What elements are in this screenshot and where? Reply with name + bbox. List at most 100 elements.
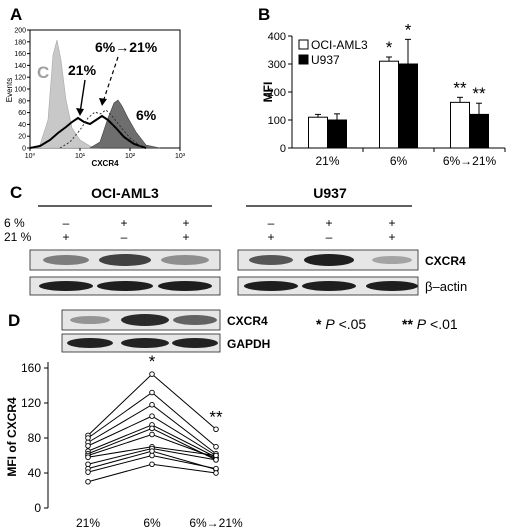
bar xyxy=(450,101,470,149)
oci-6-lane1: – xyxy=(63,216,70,230)
band-u937-3 xyxy=(372,256,412,264)
histogram-x-label: CXCR4 xyxy=(91,159,119,168)
band-u937-1 xyxy=(249,255,293,265)
blot-title-u937: U937 xyxy=(313,185,347,201)
legend-sig-one: * P <.05 xyxy=(316,316,366,332)
hist-y-tick-label: 200 xyxy=(14,28,26,35)
histogram-y-label: Events xyxy=(5,78,14,102)
data-point xyxy=(213,457,219,463)
bar-category-label: 21% xyxy=(315,154,339,168)
hist-x-tick-label: 10³ xyxy=(175,153,186,160)
data-point xyxy=(213,470,219,476)
data-point xyxy=(213,465,219,472)
line-y-tick-label: 40 xyxy=(28,466,42,480)
histogram-hypoxia xyxy=(88,99,161,149)
line-y-tick-label: 0 xyxy=(34,501,41,515)
row-label-21: 21 % xyxy=(4,230,32,244)
band-u937-2 xyxy=(304,254,354,266)
data-point xyxy=(85,435,91,441)
bar-category-label: 6%→21% xyxy=(443,154,497,168)
significance-marker: * xyxy=(405,20,412,39)
legend-label-oci: OCI-AML3 xyxy=(311,38,368,52)
blot-title-oci: OCI-AML3 xyxy=(91,185,159,201)
significance-legend: * P <.05 ** P <.01 xyxy=(316,316,458,332)
hist-y-tick-label: 20 xyxy=(18,134,26,141)
band-d-cxcr4-2 xyxy=(121,314,169,326)
label-hypoxia: 6% xyxy=(136,107,157,123)
significance-marker: ** xyxy=(209,407,223,426)
bar-legend: OCI-AML3 U937 xyxy=(298,38,368,67)
data-point xyxy=(213,452,219,459)
data-point xyxy=(149,448,155,454)
label-reoxygenated: 6%→21% xyxy=(95,39,158,55)
band-d-gapdh-3 xyxy=(172,338,218,348)
label-control: C xyxy=(37,63,49,82)
line-y-tick-label: 160 xyxy=(21,361,41,375)
hist-x-tick-label: 10⁰ xyxy=(25,152,36,160)
data-point xyxy=(149,402,155,408)
band-oci-3 xyxy=(161,255,209,265)
data-point xyxy=(85,443,91,449)
band-oci-1 xyxy=(43,255,89,265)
line-x-label: 21% xyxy=(76,516,100,530)
band-actin-oci-2 xyxy=(97,281,153,291)
data-point xyxy=(85,479,91,485)
band-actin-u937-3 xyxy=(366,281,418,291)
data-point xyxy=(213,444,219,450)
panel-a-letter: A xyxy=(10,5,22,24)
bar xyxy=(469,113,489,149)
bar-y-tick-label: 0 xyxy=(280,143,286,155)
hist-y-tick-label: 0 xyxy=(22,146,26,153)
histogram-control xyxy=(29,39,101,149)
label-normoxia: 21% xyxy=(68,62,97,78)
histogram-normoxia xyxy=(29,114,147,149)
data-point xyxy=(149,431,155,438)
bar-y-tick-label: 200 xyxy=(268,87,286,99)
histogram-y-ticks: 0 20 40 60 80 100 120 140 160 180 200 xyxy=(14,28,30,153)
data-point xyxy=(85,461,91,468)
data-point xyxy=(85,469,91,475)
u937-6-lane1: – xyxy=(268,216,275,230)
hist-y-tick-label: 60 xyxy=(18,110,26,117)
row-label-6: 6 % xyxy=(4,216,25,230)
hist-x-tick-label: 10¹ xyxy=(75,153,86,160)
legend-sig-two: ** P <.01 xyxy=(402,316,458,332)
band-oci-2 xyxy=(99,254,151,266)
bar xyxy=(398,63,418,149)
arrow-normoxia xyxy=(79,79,86,114)
blot-label-gapdh-d: GAPDH xyxy=(227,337,270,351)
data-point xyxy=(149,461,155,468)
significance-marker: ** xyxy=(472,84,486,103)
bar-y-tick-label: 400 xyxy=(268,31,286,43)
bar-y-label: MFI xyxy=(261,82,275,103)
line-y-tick-label: 120 xyxy=(21,396,41,410)
oci-21-lane1: + xyxy=(62,230,69,244)
bar xyxy=(308,116,328,149)
legend-label-u937: U937 xyxy=(311,53,340,67)
hist-y-tick-label: 160 xyxy=(14,51,26,58)
arrow-reoxygenated xyxy=(102,56,119,103)
hist-y-tick-label: 180 xyxy=(14,39,26,46)
band-actin-u937-1 xyxy=(244,281,298,291)
hist-y-tick-label: 140 xyxy=(14,63,26,70)
panel-c-letter: C xyxy=(10,183,22,202)
oci-6-lane2: + xyxy=(120,216,127,230)
line-y-label: MFI of CXCR4 xyxy=(5,397,19,477)
data-point xyxy=(213,426,219,433)
panel-d-letter: D xyxy=(8,311,20,330)
data-point xyxy=(149,413,155,419)
panel-a-histogram: 0 20 40 60 80 100 120 140 160 180 200 10⁰ 10¹ 10² 10³… xyxy=(5,28,186,169)
line-x-label: 6%→21% xyxy=(189,516,243,530)
data-point xyxy=(85,454,91,461)
line-y-tick-label: 80 xyxy=(28,431,42,445)
panel-b-letter: B xyxy=(258,5,270,24)
band-actin-oci-1 xyxy=(39,281,93,291)
histogram-reoxygenated xyxy=(59,109,143,149)
blot-label-cxcr4-d: CXCR4 xyxy=(227,314,268,328)
u937-21-lane1: + xyxy=(267,230,274,244)
u937-21-lane2: – xyxy=(326,230,333,244)
band-d-gapdh-2 xyxy=(121,338,169,348)
bar xyxy=(327,119,347,149)
